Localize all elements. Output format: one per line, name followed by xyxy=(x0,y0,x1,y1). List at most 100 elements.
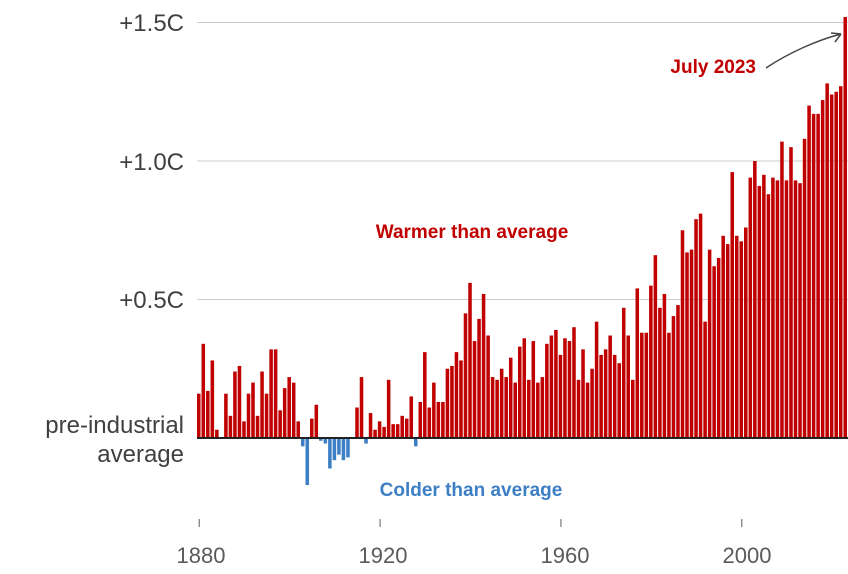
bar-1966 xyxy=(585,382,590,438)
bar-2009 xyxy=(780,141,784,439)
bar-1995 xyxy=(716,257,721,438)
y-tick-label: +0.5C xyxy=(119,287,184,314)
bar-1985 xyxy=(671,316,676,438)
bar-1957 xyxy=(545,343,549,438)
bar-1984 xyxy=(667,332,671,438)
bar-1912 xyxy=(341,438,346,461)
bar-1968 xyxy=(594,321,599,438)
bar-1908 xyxy=(323,438,328,444)
bar-1996 xyxy=(721,235,725,438)
bars xyxy=(197,16,848,486)
bar-1910 xyxy=(332,438,337,461)
bar-1934 xyxy=(441,401,445,438)
bar-2005 xyxy=(762,174,766,438)
bar-1959 xyxy=(554,329,558,438)
bar-2002 xyxy=(748,177,753,438)
bar-1917 xyxy=(364,438,368,444)
bar-1909 xyxy=(328,438,332,469)
bar-1967 xyxy=(590,368,594,438)
bar-2019 xyxy=(825,83,829,438)
bar-1972 xyxy=(612,354,617,438)
bar-1932 xyxy=(432,382,436,438)
bar-1944 xyxy=(486,335,490,438)
bar-2023 xyxy=(843,16,848,439)
bar-1902 xyxy=(296,421,300,438)
baseline-label-line1: pre-industrial xyxy=(45,412,184,439)
bar-1954 xyxy=(531,341,536,438)
bar-1933 xyxy=(436,401,441,438)
bar-2017 xyxy=(816,113,820,438)
bar-1947 xyxy=(499,368,504,438)
bar-2012 xyxy=(793,180,798,438)
bar-1949 xyxy=(508,357,513,438)
bar-2022 xyxy=(838,86,843,439)
bar-1930 xyxy=(423,352,427,438)
bar-1963 xyxy=(572,327,576,438)
bar-1890 xyxy=(242,421,246,438)
bar-1900 xyxy=(287,377,291,438)
bar-2006 xyxy=(766,194,771,438)
bar-1937 xyxy=(454,352,459,438)
bar-2003 xyxy=(753,161,757,438)
bar-1958 xyxy=(549,335,554,438)
bar-1897 xyxy=(273,349,278,438)
bar-1982 xyxy=(658,307,662,438)
bar-1955 xyxy=(536,382,540,438)
bar-1911 xyxy=(337,438,341,455)
bar-1931 xyxy=(427,407,432,438)
bar-1901 xyxy=(291,382,296,438)
bar-1892 xyxy=(251,382,255,438)
bar-2010 xyxy=(784,180,789,438)
y-tick-label: +1.5C xyxy=(119,10,184,37)
bar-1961 xyxy=(563,338,567,438)
bar-1915 xyxy=(355,407,359,438)
bar-2014 xyxy=(802,138,807,438)
bar-1945 xyxy=(490,377,495,438)
bar-1974 xyxy=(621,307,626,438)
bar-1928 xyxy=(414,438,418,447)
bar-1882 xyxy=(206,390,210,438)
bar-1943 xyxy=(481,293,486,438)
bar-1953 xyxy=(527,379,531,438)
bar-1983 xyxy=(662,293,667,438)
bar-1992 xyxy=(703,321,707,438)
bar-1919 xyxy=(373,429,377,438)
bar-1895 xyxy=(264,393,269,438)
bar-1952 xyxy=(522,338,527,438)
bar-1999 xyxy=(734,235,739,438)
bar-1925 xyxy=(400,415,404,438)
bar-1906 xyxy=(314,404,319,438)
x-tick-label: 2000 xyxy=(723,543,772,568)
bar-2004 xyxy=(757,185,762,438)
bar-1975 xyxy=(626,335,631,438)
bar-1913 xyxy=(346,438,350,458)
bar-1973 xyxy=(617,363,621,438)
bar-1929 xyxy=(418,401,423,438)
colder-than-average-label: Colder than average xyxy=(380,480,563,501)
bar-1979 xyxy=(644,332,649,438)
july-2023-arrow xyxy=(765,33,842,69)
bar-1939 xyxy=(463,313,468,438)
bar-1989 xyxy=(689,249,694,438)
bar-1884 xyxy=(215,429,219,438)
bar-1921 xyxy=(382,426,386,438)
bar-1904 xyxy=(305,438,310,486)
bar-1980 xyxy=(649,285,653,438)
x-tick-label: 1880 xyxy=(177,543,226,568)
bar-1986 xyxy=(676,305,680,438)
bar-1994 xyxy=(712,266,716,438)
bar-1891 xyxy=(246,393,251,438)
bar-1993 xyxy=(707,249,712,438)
bar-1941 xyxy=(472,341,477,438)
bar-1899 xyxy=(282,388,287,438)
bar-1905 xyxy=(310,418,314,438)
bar-1956 xyxy=(540,377,545,438)
bar-2015 xyxy=(807,105,811,438)
bar-2001 xyxy=(744,227,748,438)
bar-1998 xyxy=(730,172,734,438)
bar-1940 xyxy=(468,282,472,438)
bar-1920 xyxy=(377,421,382,438)
x-tick-label: 1960 xyxy=(541,543,590,568)
bar-1965 xyxy=(581,349,585,438)
